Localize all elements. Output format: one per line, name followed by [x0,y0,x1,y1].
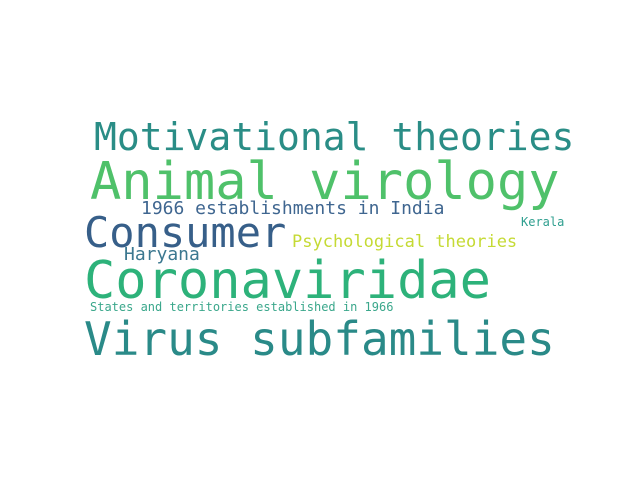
word-haryana: Haryana [124,244,200,265]
word-animal-virology: Animal virology [90,152,560,212]
word-1966-establishments-in-india: 1966 establishments in India [141,198,445,219]
word-psychological-theories: Psychological theories [292,232,518,252]
word-virus-subfamilies: Virus subfamilies [84,312,555,366]
word-kerala: Kerala [521,215,565,229]
word-consumer: Consumer [84,208,287,257]
word-motivational-theories: Motivational theories [94,115,575,159]
word-coronaviridae: Coronaviridae [84,251,491,311]
word-states-and-territories-established-in-1966: States and territories established in 19… [90,300,394,314]
